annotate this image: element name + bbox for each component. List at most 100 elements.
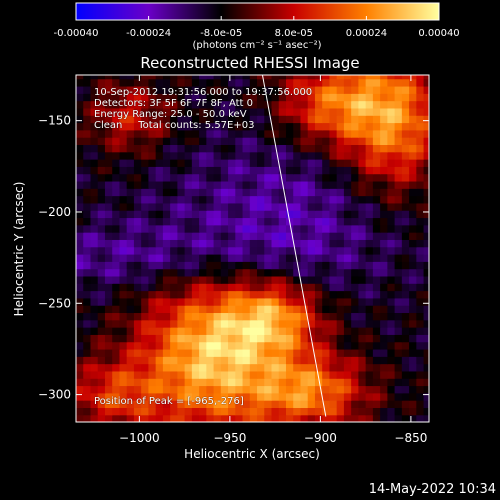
- heatmap-cell: [112, 275, 121, 284]
- heatmap-cell: [278, 246, 287, 255]
- heatmap-cell: [220, 202, 229, 211]
- heatmap-cell: [394, 327, 403, 335]
- heatmap-cell: [83, 356, 92, 365]
- heatmap-cell: [285, 202, 294, 211]
- heatmap-cell: [141, 224, 150, 233]
- heatmap-cell: [387, 239, 396, 248]
- heatmap-cell: [264, 188, 273, 197]
- heatmap-cell: [104, 261, 113, 270]
- heatmap-cell: [264, 290, 273, 299]
- heatmap-cell: [358, 75, 367, 80]
- heatmap-cell: [314, 115, 323, 124]
- heatmap-cell: [329, 297, 338, 306]
- heatmap-cell: [199, 151, 207, 160]
- heatmap-cell: [191, 239, 200, 248]
- heatmap-cell: [394, 224, 403, 233]
- heatmap-cell: [416, 85, 425, 94]
- heatmap-cell: [148, 268, 157, 277]
- heatmap-cell: [83, 239, 92, 248]
- heatmap-cell: [213, 334, 222, 343]
- heatmap-cell: [423, 232, 429, 240]
- heatmap-cell: [184, 253, 193, 262]
- heatmap-cell: [257, 305, 265, 314]
- heatmap-cell: [394, 122, 403, 131]
- heatmap-cell: [199, 232, 207, 240]
- heatmap-cell: [148, 195, 157, 204]
- heatmap-cell: [365, 319, 374, 328]
- heatmap-cell: [358, 239, 367, 248]
- heatmap-cell: [372, 85, 381, 94]
- heatmap-cell: [126, 210, 135, 219]
- heatmap-cell: [394, 334, 403, 343]
- heatmap-cell: [307, 348, 316, 357]
- heatmap-cell: [90, 348, 99, 357]
- heatmap-cell: [199, 363, 207, 372]
- heatmap-cell: [394, 414, 403, 422]
- heatmap-cell: [351, 166, 359, 175]
- heatmap-cell: [329, 268, 338, 277]
- heatmap-cell: [97, 122, 106, 131]
- heatmap-cell: [300, 151, 309, 160]
- heatmap-cell: [126, 297, 135, 306]
- heatmap-cell: [170, 414, 178, 422]
- heatmap-cell: [394, 232, 403, 240]
- heatmap-cell: [264, 217, 273, 226]
- heatmap-cell: [257, 253, 265, 262]
- heatmap-cell: [206, 180, 215, 189]
- heatmap-cell: [314, 232, 323, 240]
- heatmap-cell: [213, 378, 222, 387]
- heatmap-cell: [155, 378, 164, 387]
- heatmap-cell: [336, 327, 345, 335]
- heatmap-cell: [83, 363, 92, 372]
- heatmap-cell: [372, 166, 381, 175]
- heatmap-cell: [257, 319, 265, 328]
- heatmap-cell: [162, 246, 171, 255]
- heatmap-cell: [416, 400, 425, 408]
- heatmap-cell: [380, 129, 388, 138]
- heatmap-cell: [372, 312, 381, 321]
- heatmap-cell: [264, 414, 273, 422]
- heatmap-cell: [148, 283, 157, 292]
- heatmap-cell: [416, 100, 425, 109]
- heatmap-cell: [206, 224, 215, 233]
- heatmap-cell: [423, 297, 429, 306]
- heatmap-cell: [322, 348, 331, 357]
- heatmap-cell: [162, 129, 171, 138]
- heatmap-cell: [184, 78, 193, 87]
- heatmap-cell: [148, 122, 157, 131]
- heatmap-cell: [307, 224, 316, 233]
- heatmap-cell: [351, 224, 359, 233]
- heatmap-cell: [162, 319, 171, 328]
- heatmap-cell: [401, 122, 410, 131]
- heatmap-cell: [293, 290, 302, 299]
- heatmap-cell: [372, 159, 381, 167]
- heatmap-cell: [343, 159, 352, 167]
- heatmap-cell: [307, 312, 316, 321]
- heatmap-cell: [271, 327, 280, 335]
- heatmap-cell: [119, 297, 128, 306]
- heatmap-cell: [401, 356, 410, 365]
- heatmap-cell: [249, 217, 258, 226]
- heatmap-cell: [249, 159, 258, 167]
- heatmap-cell: [148, 319, 157, 328]
- heatmap-cell: [293, 100, 302, 109]
- heatmap-cell: [423, 305, 429, 314]
- heatmap-cell: [126, 224, 135, 233]
- heatmap-cell: [199, 159, 207, 167]
- heatmap-cell: [133, 327, 142, 335]
- heatmap-cell: [133, 275, 142, 284]
- heatmap-cell: [220, 305, 229, 314]
- heatmap-cell: [416, 180, 425, 189]
- heatmap-cell: [242, 239, 251, 248]
- heatmap-cell: [351, 400, 359, 408]
- heatmap-cell: [351, 115, 359, 124]
- heatmap-cell: [177, 370, 186, 379]
- heatmap-cell: [83, 392, 92, 401]
- heatmap-cell: [257, 188, 265, 197]
- heatmap-cell: [97, 202, 106, 211]
- heatmap-cell: [141, 261, 150, 270]
- heatmap-cell: [322, 173, 331, 182]
- heatmap-cell: [322, 115, 331, 124]
- heatmap-cell: [213, 122, 222, 131]
- heatmap-cell: [184, 137, 193, 145]
